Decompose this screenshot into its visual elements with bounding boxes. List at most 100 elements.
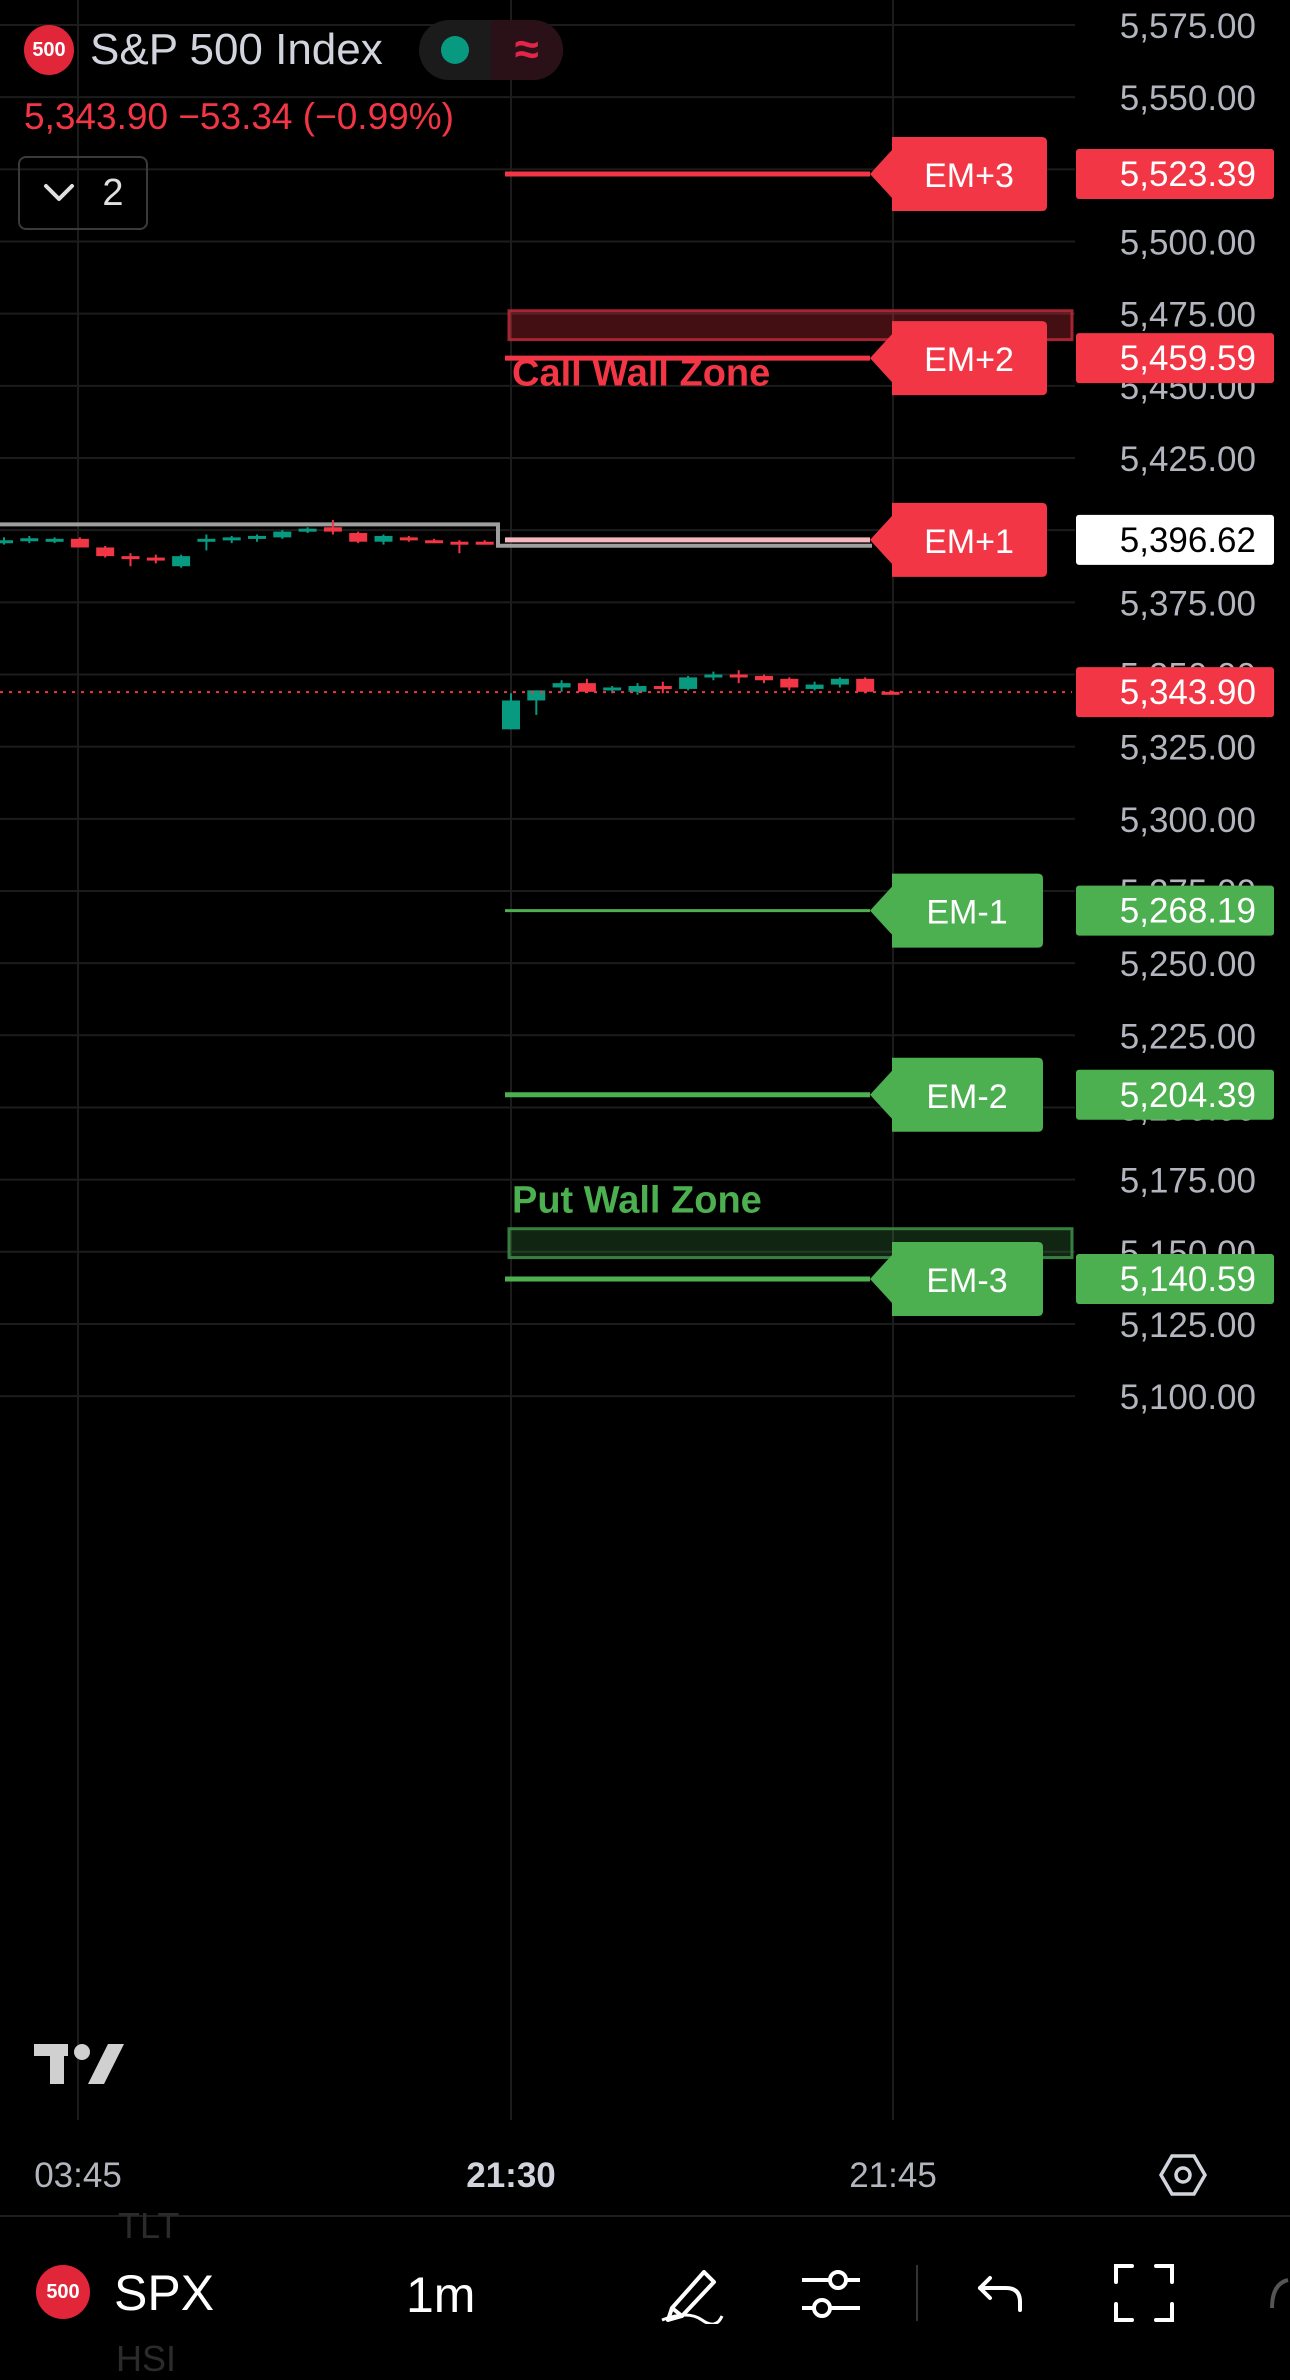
prev-session-candle xyxy=(248,535,266,539)
session-candle xyxy=(805,684,824,689)
symbol-title[interactable]: S&P 500 Index xyxy=(90,25,383,74)
price-tick-label: 5,300.00 xyxy=(1120,801,1256,840)
last-price-label: 5,343.90 xyxy=(1120,673,1256,712)
level-tag xyxy=(870,1057,1043,1132)
level-price-badge xyxy=(1076,333,1274,384)
hexagon-shape xyxy=(1158,2154,1208,2196)
wave-indicator-icon: ≈ xyxy=(490,20,563,80)
level-tag xyxy=(870,502,1047,577)
level-tag-label: EM-3 xyxy=(926,1262,1007,1300)
market-status-pill[interactable]: ≈ xyxy=(418,20,563,80)
price-tick-label: 5,225.00 xyxy=(1120,1017,1256,1056)
level-tag-label: EM+3 xyxy=(924,157,1014,195)
session-candle xyxy=(653,686,672,690)
prev-session-candle xyxy=(222,537,241,541)
session-candle xyxy=(527,690,546,701)
candles xyxy=(0,520,900,730)
level-price-badge xyxy=(1076,885,1274,936)
session-candle xyxy=(704,674,723,678)
level-price-badge xyxy=(1076,1253,1274,1304)
ghost-symbol-below: HSI xyxy=(116,2338,177,2379)
prev-session-candle xyxy=(0,540,13,544)
price-change-quote: 5,343.90 −53.34 (−0.99%) xyxy=(24,96,454,137)
prev-session-candle xyxy=(374,535,393,542)
prev-session-candle xyxy=(323,527,342,532)
time-tick-label: 21:45 xyxy=(849,2156,937,2195)
prev-session-candle xyxy=(96,547,115,557)
prev-session-candle xyxy=(475,541,494,545)
price-tick-label: 5,175.00 xyxy=(1120,1162,1256,1201)
prev-session-candle xyxy=(146,557,165,561)
level-price-label: 5,268.19 xyxy=(1120,892,1256,931)
prev-session-candle xyxy=(70,538,89,548)
session-candle xyxy=(755,675,773,681)
prev-session-candle xyxy=(298,528,317,532)
price-axis[interactable]: 5,575.005,550.005,500.005,475.005,450.00… xyxy=(1076,7,1274,1417)
session-candle xyxy=(881,691,900,695)
session-candle xyxy=(679,677,698,689)
level-price-label: 5,204.39 xyxy=(1120,1076,1256,1115)
session-candle xyxy=(603,687,622,691)
level-price-badge xyxy=(1076,148,1274,199)
level-price-label: 5,523.39 xyxy=(1120,155,1256,194)
session-candle xyxy=(780,678,799,688)
session-candle xyxy=(856,678,875,692)
prev-session-candle xyxy=(450,541,469,545)
prev-session-candle xyxy=(349,533,368,542)
prev-session-candle xyxy=(45,538,64,542)
indicator-count: 2 xyxy=(102,171,124,214)
time-axis[interactable]: 03:45 21:30 21:45 xyxy=(34,2154,1208,2196)
previous-session-box xyxy=(0,522,872,548)
time-tick-label: 21:30 xyxy=(466,2156,556,2195)
level-tag xyxy=(870,873,1043,948)
chart-grid xyxy=(0,0,1075,2120)
price-tick-label: 5,575.00 xyxy=(1120,7,1256,46)
price-tick-label: 5,325.00 xyxy=(1120,729,1256,768)
prev-session-candle xyxy=(425,540,444,544)
bottom-symbol-logo-icon: 500 xyxy=(36,2265,90,2319)
symbol-logo-icon: 500 xyxy=(24,25,74,75)
level-tag-label: EM+2 xyxy=(924,341,1014,379)
price-tick-label: 5,425.00 xyxy=(1120,440,1256,479)
price-tick-label: 5,125.00 xyxy=(1120,1306,1256,1345)
level-price-badge xyxy=(1076,1069,1274,1120)
ghost-symbol-above: TLT xyxy=(118,2205,180,2246)
session-candle xyxy=(502,700,520,730)
undo-icon[interactable] xyxy=(976,2268,1026,2318)
session-candle xyxy=(729,674,748,678)
price-tick-label: 5,375.00 xyxy=(1120,584,1256,623)
indicators-collapse-button[interactable]: 2 xyxy=(18,156,148,230)
price-tick-label: 5,250.00 xyxy=(1120,945,1256,984)
more-tools-icon[interactable] xyxy=(1266,2274,1290,2314)
interval-selector-button[interactable]: 1m xyxy=(406,2267,476,2323)
level-price-label: 5,396.62 xyxy=(1120,521,1256,560)
prev-session-candle xyxy=(172,556,191,567)
last-price-badge xyxy=(1076,667,1274,718)
level-tag-label: EM+1 xyxy=(924,523,1014,561)
bottom-toolbar xyxy=(0,2215,1290,2372)
draw-pen-icon[interactable] xyxy=(658,2262,726,2324)
symbol-selector-button[interactable]: SPX xyxy=(114,2265,215,2321)
prev-session-candle xyxy=(20,538,39,542)
prev-session-candle xyxy=(121,556,140,560)
level-tag xyxy=(870,1241,1043,1316)
session-candle xyxy=(628,686,647,692)
level-price-label: 5,459.59 xyxy=(1120,339,1256,378)
time-tick-label: 03:45 xyxy=(34,2156,122,2195)
level-tag-label: EM-2 xyxy=(926,1078,1007,1116)
indicator-settings-icon[interactable] xyxy=(798,2266,864,2322)
put-wall-label: Put Wall Zone xyxy=(512,1180,762,1222)
chart-settings-icon[interactable] xyxy=(1158,2154,1208,2196)
level-tag xyxy=(870,136,1047,211)
session-candle xyxy=(577,683,596,692)
price-tick-label: 5,475.00 xyxy=(1120,296,1256,335)
level-price-badge xyxy=(1076,514,1274,565)
symbol-header[interactable]: 500 S&P 500 Index ≈ xyxy=(24,20,563,80)
level-tag-label: EM-1 xyxy=(926,894,1007,932)
prev-session-candle xyxy=(399,537,418,541)
fullscreen-icon[interactable] xyxy=(1112,2262,1176,2324)
session-candle xyxy=(830,678,849,685)
level-tag xyxy=(870,321,1047,396)
price-tick-label: 5,500.00 xyxy=(1120,223,1256,262)
